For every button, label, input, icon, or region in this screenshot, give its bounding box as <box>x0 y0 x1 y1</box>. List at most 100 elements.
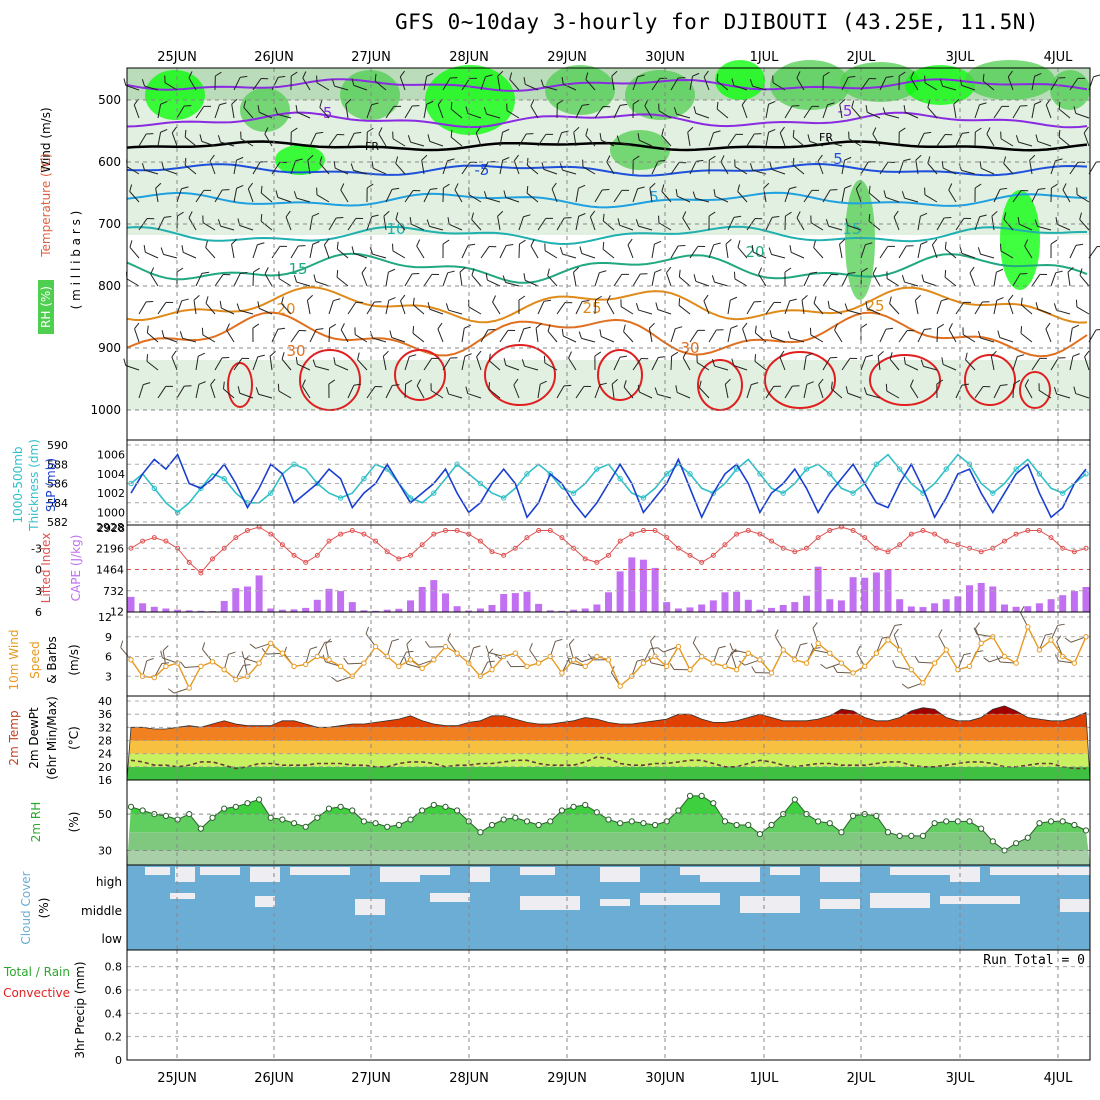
wind-barb <box>366 127 374 147</box>
thickness-point <box>431 490 437 496</box>
wind-barb <box>817 154 824 175</box>
wind-barb <box>917 131 932 147</box>
rh-point <box>221 805 228 812</box>
cape-bar <box>313 599 321 612</box>
cape-bar <box>733 591 741 612</box>
surface-wind-barb <box>650 635 656 657</box>
wind-barb <box>974 214 987 231</box>
contour-label: 25 <box>582 299 601 317</box>
thickness-tick-label: 590 <box>47 439 68 452</box>
rh-point <box>698 792 705 800</box>
rh-point <box>197 825 204 832</box>
wind-barb <box>333 161 349 175</box>
wind-barb <box>889 296 900 315</box>
cloud-label-a: Cloud Cover <box>19 871 33 944</box>
wind-barb <box>445 303 463 315</box>
wind-barb <box>673 107 691 119</box>
cape-bar <box>1047 599 1055 612</box>
wind-label-d: (m/s) <box>67 644 81 675</box>
wind-barb <box>865 105 881 119</box>
wind-barb <box>480 74 493 91</box>
cape-bar <box>744 599 752 612</box>
wind-barb <box>518 239 526 259</box>
rh-point <box>337 803 344 810</box>
wind-barb <box>606 155 615 175</box>
cape-bar <box>1070 591 1078 612</box>
thickness-point <box>151 485 157 492</box>
rh-point <box>244 800 251 807</box>
wind-barb <box>746 382 759 399</box>
wind-barb <box>991 210 998 231</box>
cape-bar <box>919 607 927 612</box>
wind-barb <box>578 331 596 343</box>
wind-barb <box>476 350 482 371</box>
wind-barb <box>176 298 189 315</box>
lifted-index-point <box>408 552 414 558</box>
wind-speed-point <box>256 660 262 666</box>
wind-barb <box>171 350 178 371</box>
wind-barb <box>784 267 792 286</box>
wind-barb <box>141 163 159 175</box>
wind-barb <box>936 217 952 231</box>
lifted-index-point <box>885 549 891 555</box>
li-tick-label: 3 <box>35 585 42 598</box>
wind-barb <box>784 385 800 399</box>
thickness-point <box>500 495 507 501</box>
wind-barb <box>779 350 786 371</box>
wind-barb <box>1045 322 1052 343</box>
cape-bar <box>651 567 659 612</box>
wind-barb <box>617 218 634 231</box>
cape-bar <box>803 595 810 612</box>
wind-barb <box>575 213 586 231</box>
cloud-gap-high <box>250 867 280 882</box>
date-label-top: 27JUN <box>351 50 391 65</box>
upper-label-temp: Temperature (°C) <box>39 153 53 258</box>
wind-barb <box>917 241 928 259</box>
slp-label-b: Thickness (dm) <box>27 439 41 532</box>
wind-barb <box>252 78 269 91</box>
cape-bar <box>348 602 356 612</box>
wind-barb <box>544 243 558 259</box>
wind-barb <box>727 133 744 147</box>
cape-bar <box>139 603 147 612</box>
thickness-point <box>594 466 600 472</box>
wind-barb <box>689 72 700 91</box>
wind-barb <box>176 105 192 119</box>
li-tick-label: -3 <box>31 542 42 555</box>
wind-barb <box>160 247 178 259</box>
wind-barb <box>442 77 458 91</box>
wind-barb <box>632 273 648 287</box>
surface-wind-barb <box>832 665 854 674</box>
cape-bar <box>826 599 834 612</box>
surface-wind-barb <box>201 642 213 663</box>
cape-bar <box>255 575 263 612</box>
wind-barb <box>1079 268 1090 287</box>
cape-bar <box>1001 604 1008 612</box>
cape-bar <box>942 599 950 612</box>
wind-barb <box>233 272 248 287</box>
wind-barb <box>205 296 216 315</box>
wind-barb <box>423 187 438 203</box>
wind-speed-point <box>279 650 286 656</box>
wind-speed-point <box>908 666 915 673</box>
wind-barb <box>746 300 762 315</box>
slp-label-a: 1000-500mb <box>11 446 25 523</box>
lifted-index-point <box>606 552 611 558</box>
lifted-index-point <box>978 549 984 555</box>
date-label-top: 25JUN <box>157 50 197 65</box>
lifted-index-point <box>734 531 740 537</box>
wind-barb <box>129 240 140 259</box>
wind-barb <box>921 274 938 287</box>
wind-barb <box>195 381 206 399</box>
wind-barb <box>442 239 450 259</box>
lifted-index-point <box>862 535 868 541</box>
wind-barb <box>872 127 881 147</box>
lifted-index-point <box>1071 549 1077 555</box>
temp-color-band <box>127 740 1090 754</box>
wind-barb <box>848 131 862 147</box>
wind-speed-point <box>198 663 204 670</box>
pressure-tick-label: 900 <box>98 341 121 355</box>
wind-barb <box>518 295 526 315</box>
wind-barb <box>670 162 687 175</box>
wind-barb <box>184 129 197 147</box>
